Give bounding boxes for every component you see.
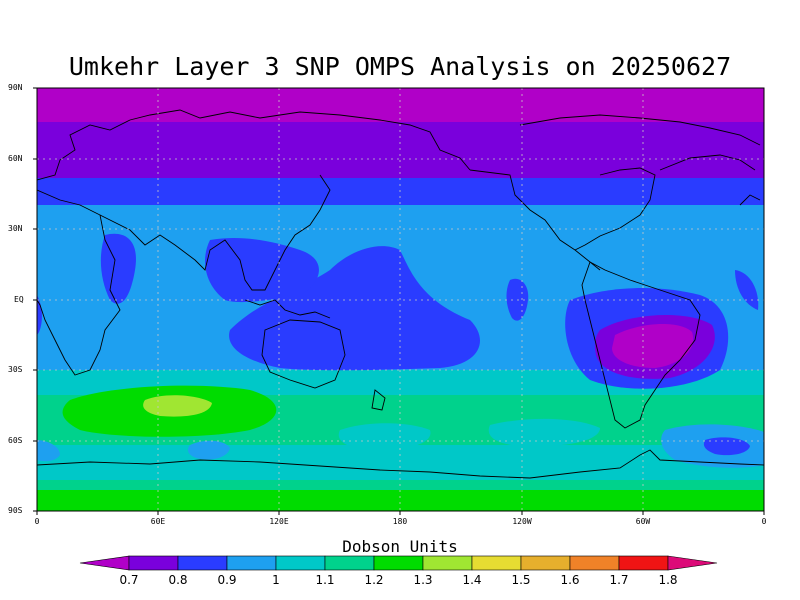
lon-label-60e: 60E [150,517,166,526]
colorbar-level-label: 0.8 [168,573,188,587]
colorbar-title: Dobson Units [342,537,458,556]
colorbar-swatch [471,555,522,571]
lon-label-180: 180 [392,517,408,526]
lon-label-0-right: 0 [761,517,767,526]
lat-label-30s: 30S [8,365,23,374]
graticule [37,88,764,511]
lon-label-0-left: 0 [34,517,40,526]
colorbar-swatch [128,555,179,571]
colorbar-level-label: 1.5 [511,573,531,587]
lat-label-eq: EQ [14,295,24,304]
colorbar-level-label: 1.4 [462,573,482,587]
colorbar-swatch [373,555,424,571]
lat-label-90n: 90N [8,83,23,92]
lat-label-90s: 90S [8,506,23,515]
lon-label-120w: 120W [512,517,532,526]
colorbar [79,555,718,571]
colorbar-swatch [520,555,571,571]
colorbar-level-label: 1.8 [658,573,678,587]
colorbar-swatch [422,555,473,571]
colorbar-upper-triangle [667,555,718,571]
colorbar-lower-triangle [79,555,130,571]
colorbar-level-label: 0.7 [119,573,139,587]
ozone-field [37,88,764,511]
lon-label-60w: 60W [635,517,651,526]
map-title: Umkehr Layer 3 SNP OMPS Analysis on 2025… [68,52,732,81]
colorbar-level-label: 0.9 [217,573,237,587]
lon-label-120e: 120E [269,517,289,526]
coastlines [37,109,764,479]
lat-label-60s: 60S [8,436,23,445]
colorbar-level-label: 1 [272,573,280,587]
colorbar-swatch [177,555,228,571]
axis-ticks [33,87,765,515]
colorbar-swatch [618,555,669,571]
colorbar-swatch [324,555,375,571]
colorbar-level-label: 1.3 [413,573,433,587]
colorbar-level-label: 1.1 [315,573,335,587]
lat-label-60n: 60N [8,154,23,163]
colorbar-level-label: 1.2 [364,573,384,587]
colorbar-swatch [275,555,326,571]
colorbar-level-label: 1.6 [560,573,580,587]
colorbar-swatch [569,555,620,571]
lat-label-30n: 30N [8,224,23,233]
colorbar-level-label: 1.7 [609,573,629,587]
colorbar-swatch [226,555,277,571]
